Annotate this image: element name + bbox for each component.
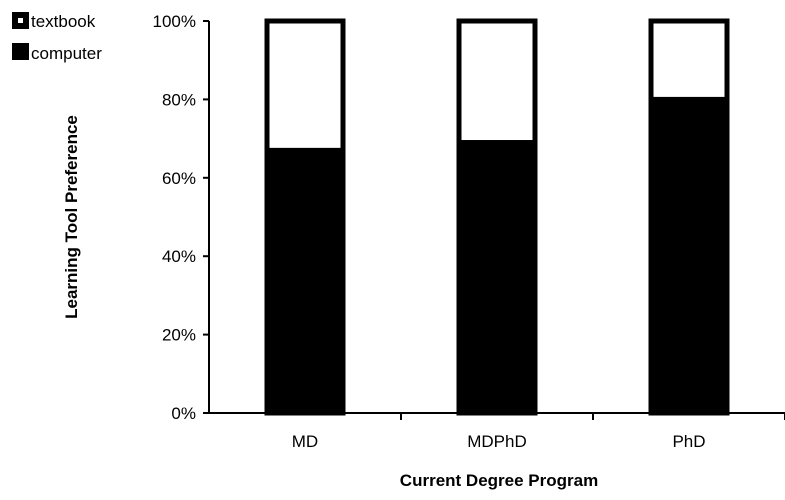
legend-swatch-textbook-inner [18, 18, 23, 23]
bar-segment-textbook [456, 18, 538, 146]
y-tick-label: 60% [162, 169, 196, 188]
y-tick-label: 40% [162, 247, 196, 266]
bars-layer [264, 18, 730, 416]
legend-swatch-computer [12, 43, 29, 60]
x-ticks-layer: MD MDPhD PhD [292, 413, 785, 451]
y-tick-label: 100% [153, 12, 196, 31]
y-tick-label: 80% [162, 90, 196, 109]
legend-label-computer: computer [31, 44, 102, 63]
axes-layer [208, 21, 785, 414]
legend-label-textbook: textbook [31, 12, 96, 31]
y-ticks-layer: 0% 20% 40% 60% 80% 100% [153, 12, 209, 423]
bar-segment-textbook [264, 18, 346, 153]
x-tick-label: MDPhD [467, 432, 527, 451]
bar-segment-computer [264, 147, 346, 416]
x-axis-title: Current Degree Program [400, 471, 598, 490]
bar-segment-computer [648, 96, 730, 416]
y-axis-title: Learning Tool Preference [62, 115, 81, 319]
y-tick-label: 0% [171, 404, 196, 423]
bar-segment-textbook [648, 18, 730, 102]
y-tick-label: 20% [162, 326, 196, 345]
x-tick-label: PhD [672, 432, 705, 451]
bar-segment-computer [456, 140, 538, 416]
legend: textbook computer [12, 12, 102, 63]
x-tick-label: MD [292, 432, 318, 451]
